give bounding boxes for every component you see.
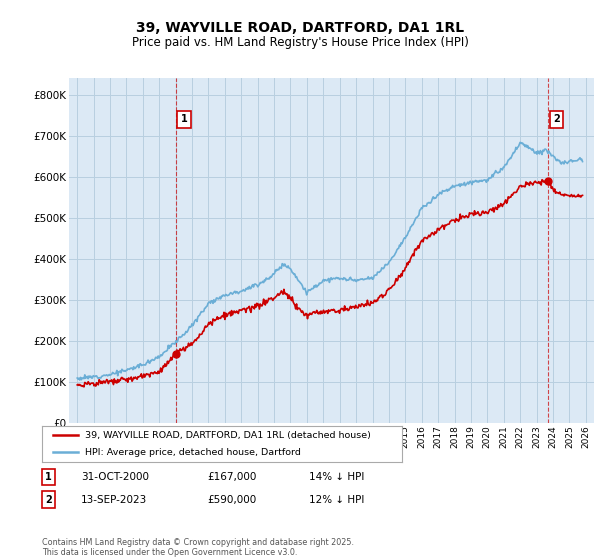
Text: 2: 2 xyxy=(553,114,560,124)
Text: 14% ↓ HPI: 14% ↓ HPI xyxy=(309,472,364,482)
Text: £167,000: £167,000 xyxy=(207,472,256,482)
Text: Contains HM Land Registry data © Crown copyright and database right 2025.
This d: Contains HM Land Registry data © Crown c… xyxy=(42,538,354,557)
Text: 12% ↓ HPI: 12% ↓ HPI xyxy=(309,494,364,505)
Text: 13-SEP-2023: 13-SEP-2023 xyxy=(81,494,147,505)
Text: HPI: Average price, detached house, Dartford: HPI: Average price, detached house, Dart… xyxy=(85,447,301,456)
Text: 39, WAYVILLE ROAD, DARTFORD, DA1 1RL: 39, WAYVILLE ROAD, DARTFORD, DA1 1RL xyxy=(136,21,464,35)
Text: £590,000: £590,000 xyxy=(207,494,256,505)
Text: 2: 2 xyxy=(45,494,52,505)
Text: 39, WAYVILLE ROAD, DARTFORD, DA1 1RL (detached house): 39, WAYVILLE ROAD, DARTFORD, DA1 1RL (de… xyxy=(85,431,371,440)
Text: 1: 1 xyxy=(181,114,187,124)
Text: 1: 1 xyxy=(45,472,52,482)
Text: Price paid vs. HM Land Registry's House Price Index (HPI): Price paid vs. HM Land Registry's House … xyxy=(131,36,469,49)
Text: 31-OCT-2000: 31-OCT-2000 xyxy=(81,472,149,482)
